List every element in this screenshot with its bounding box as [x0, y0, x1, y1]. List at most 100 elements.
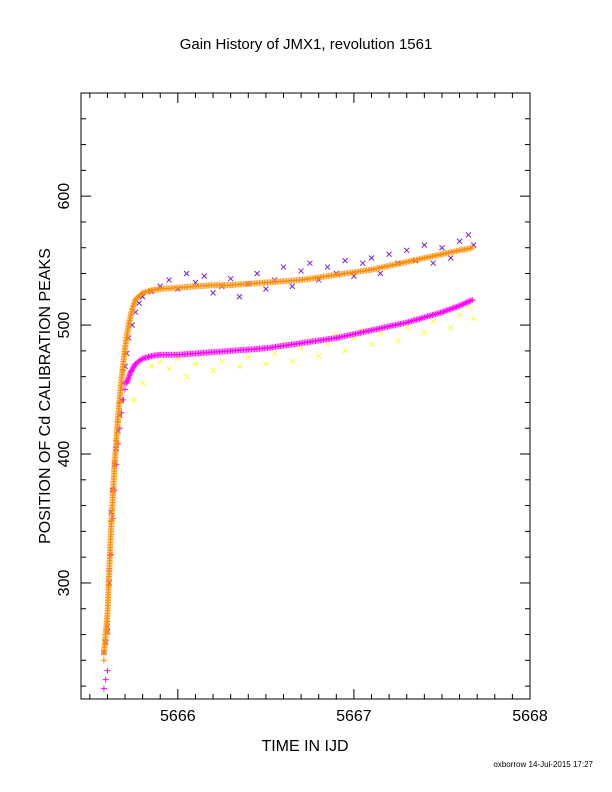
- series-2-trend-point: [463, 299, 470, 306]
- series-0-point: [439, 244, 445, 251]
- series-2-trend-point: [467, 297, 474, 304]
- series-0-point: [298, 268, 304, 274]
- series-2-trend-point: [123, 380, 130, 387]
- x-tick-label: 5667: [336, 708, 372, 725]
- series-2-trend-point: [126, 371, 133, 378]
- series-2-trend-point: [443, 307, 450, 314]
- series-0-point: [166, 277, 172, 283]
- series-1-point: [315, 353, 322, 359]
- series-1-point: [236, 363, 243, 370]
- plot-frame: [80, 92, 531, 700]
- series-2-trend-point: [450, 304, 457, 311]
- series-0-point: [289, 283, 296, 290]
- series-2-trend-point: [459, 301, 466, 308]
- series-1-point: [130, 397, 137, 403]
- x-tick-label: 5668: [512, 708, 548, 725]
- series-2-trend-point: [138, 356, 145, 363]
- series-2-trend-point: [441, 308, 448, 315]
- series-2-trend-point: [438, 309, 445, 316]
- series-0-trend-point: [129, 305, 136, 312]
- series-1-point: [183, 373, 190, 380]
- series-1-point: [342, 348, 348, 354]
- series-0-trend-point: [469, 245, 476, 252]
- series-2-trend-point: [446, 306, 453, 313]
- series-1-point: [166, 366, 172, 372]
- series-0-point: [227, 275, 234, 282]
- series-0-trend-point: [130, 303, 137, 310]
- series-0-point: [386, 251, 392, 258]
- series-2-trend-point: [462, 300, 469, 307]
- series-1-point: [245, 354, 252, 361]
- series-1-point: [263, 360, 269, 367]
- series-2-trend-point: [444, 307, 451, 314]
- series-0-point: [342, 257, 348, 264]
- series-2-trend-point: [126, 372, 133, 379]
- series-1-point: [298, 345, 304, 352]
- series-2-trend-point: [452, 304, 459, 311]
- series-2-point: [100, 685, 107, 692]
- series-0-point: [377, 270, 384, 277]
- series-0-point: [201, 273, 208, 279]
- series-0-point: [183, 270, 190, 277]
- series-0-point: [465, 231, 472, 238]
- series-1-point: [368, 341, 375, 348]
- series-0-point: [210, 289, 216, 296]
- y-tick-label: 300: [56, 570, 73, 597]
- x-tick-label: 5666: [160, 708, 196, 725]
- series-2-trend-point: [465, 298, 472, 305]
- series-0-point: [307, 260, 313, 267]
- series-2-point: [102, 676, 109, 683]
- series-0-trend-point: [131, 300, 138, 307]
- series-2-trend-point: [466, 298, 473, 305]
- chart-title: Gain History of JMX1, revolution 1561: [179, 36, 433, 53]
- series-1-point: [219, 358, 225, 365]
- series-0-trend-point: [131, 299, 138, 306]
- series-2-trend-point: [124, 377, 131, 384]
- series-0-point: [280, 264, 287, 270]
- series-0-point: [359, 260, 366, 267]
- series-0-point: [236, 293, 243, 300]
- series-2-trend-point: [125, 374, 132, 381]
- series-0-point: [430, 260, 437, 267]
- series-2-trend-point: [469, 296, 476, 303]
- series-1-point: [210, 367, 216, 374]
- series-1-point: [192, 360, 199, 367]
- series-2-trend-point: [449, 305, 456, 312]
- series-0-point: [421, 242, 428, 248]
- y-tick-label: 600: [56, 183, 73, 210]
- series-0-point: [136, 300, 142, 307]
- series-0-point: [456, 238, 463, 245]
- series-2-trend-point: [456, 302, 463, 309]
- series-1-point: [377, 329, 384, 336]
- series-2-trend-point: [125, 375, 132, 382]
- series-0-point: [263, 286, 269, 292]
- x-axis-label: TIME IN IJD: [261, 738, 349, 755]
- series-1-point: [447, 324, 454, 331]
- series-0-point: [403, 247, 410, 254]
- series-2-trend-point: [440, 308, 447, 315]
- series-0-trend-point: [130, 302, 137, 309]
- series-1-point: [139, 380, 146, 386]
- footer-timestamp: oxborrow 14-Jul-2015 17:27: [493, 760, 593, 769]
- series-2-trend-point: [447, 305, 454, 312]
- series-1-point: [470, 315, 477, 322]
- series-2-trend-point: [124, 378, 131, 385]
- series-2-trend-point: [460, 300, 467, 307]
- series-0-point: [324, 264, 331, 270]
- series-0-point: [368, 255, 375, 261]
- series-1-point: [456, 311, 463, 318]
- series-1-point: [395, 337, 401, 344]
- series-2-trend-point: [453, 303, 460, 310]
- series-0-point: [447, 255, 454, 261]
- series-1-point: [157, 358, 164, 365]
- series-2-trend-point: [455, 303, 462, 310]
- series-1-point: [289, 358, 296, 365]
- series-3-point: [100, 657, 107, 664]
- series-2-trend-point: [457, 302, 464, 309]
- series-1-point: [403, 324, 410, 331]
- series-1-point: [324, 341, 331, 348]
- series-2-point: [104, 667, 111, 674]
- y-tick-label: 500: [56, 312, 73, 339]
- series-1-point: [421, 329, 428, 336]
